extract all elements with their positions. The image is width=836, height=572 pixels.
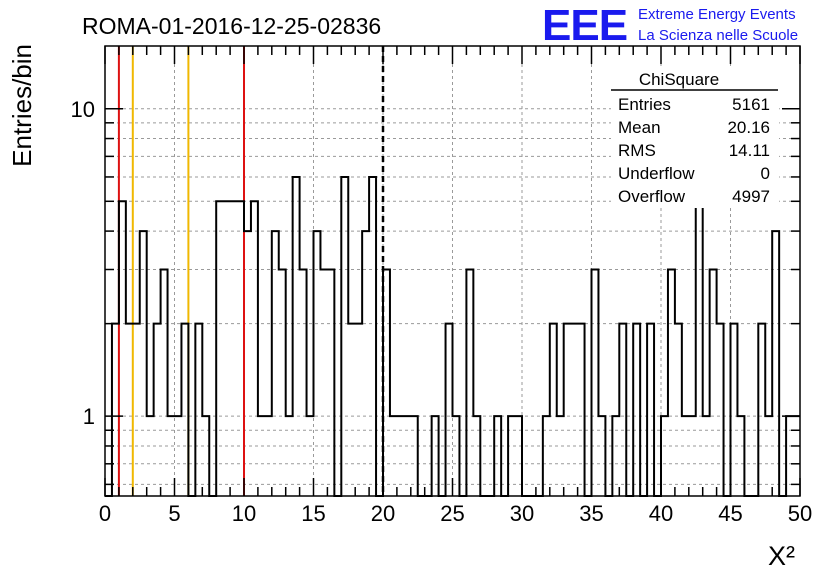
logo-line1: Extreme Energy Events — [638, 6, 796, 23]
stats-value-underflow: 0 — [761, 164, 770, 183]
x-tick-label-3: 15 — [301, 501, 325, 526]
stats-label-mean: Mean — [618, 118, 661, 137]
y-axis-label: Entries/bin — [7, 44, 37, 167]
x-tick-label-2: 10 — [232, 501, 256, 526]
chart-title: ROMA-01-2016-12-25-02836 — [82, 13, 381, 39]
x-axis-label: X² — [768, 541, 795, 571]
x-tick-label-1: 5 — [168, 501, 180, 526]
x-tick-label-4: 20 — [371, 501, 395, 526]
stats-label-underflow: Underflow — [618, 164, 695, 183]
stats-value-entries: 5161 — [732, 95, 770, 114]
histogram-step-line — [105, 121, 800, 497]
stats-title: ChiSquare — [639, 70, 719, 89]
stats-value-mean: 20.16 — [727, 118, 770, 137]
y-tick-label-1: 10 — [71, 97, 95, 122]
logo-line2: La Scienza nelle Scuole — [638, 27, 798, 44]
x-tick-label-6: 30 — [510, 501, 534, 526]
x-tick-label-9: 45 — [718, 501, 742, 526]
x-axis-ticks: 0 5 10 15 20 25 30 35 40 45 50 — [99, 46, 812, 526]
x-tick-label-10: 50 — [788, 501, 812, 526]
x-tick-label-0: 0 — [99, 501, 111, 526]
stats-value-overflow: 4997 — [732, 187, 770, 206]
y-tick-label-0: 1 — [83, 404, 95, 429]
stats-box: ChiSquare Entries 5161 Mean 20.16 RMS 14… — [611, 66, 779, 208]
eee-logo: EEE Extreme Energy Events La Scienza nel… — [542, 1, 798, 50]
stats-label-overflow: Overflow — [618, 187, 686, 206]
y-axis-ticks: 1 10 — [71, 97, 800, 486]
stats-label-rms: RMS — [618, 141, 656, 160]
stats-label-entries: Entries — [618, 95, 671, 114]
x-tick-label-8: 40 — [649, 501, 673, 526]
x-tick-label-7: 35 — [579, 501, 603, 526]
stats-value-rms: 14.11 — [729, 141, 770, 160]
logo-text: EEE — [542, 1, 627, 50]
x-tick-label-5: 25 — [440, 501, 464, 526]
